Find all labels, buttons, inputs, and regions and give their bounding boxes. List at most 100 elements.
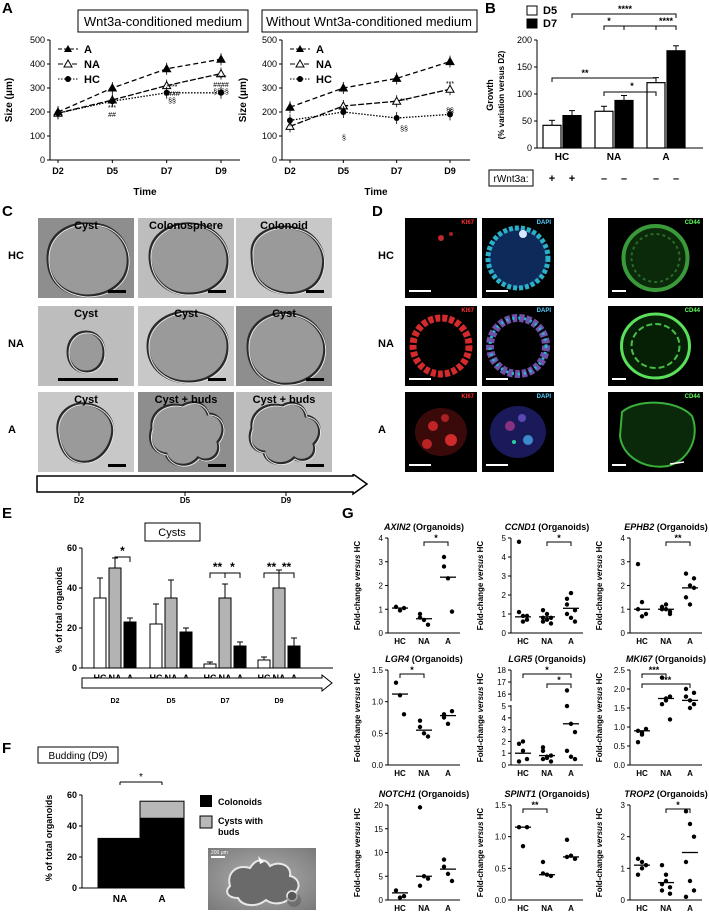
legend-colonoids-swatch [200, 795, 212, 807]
data-point [338, 82, 349, 92]
micrograph-title: Cyst [174, 308, 198, 320]
sig-bracket [623, 25, 677, 30]
category-label: HC [517, 904, 529, 913]
ytick-label: 300 [30, 83, 45, 93]
data-point [659, 888, 665, 893]
data-point [639, 599, 645, 605]
panel-a-right-legend: A NA HC [290, 44, 332, 86]
scale-bar [409, 290, 431, 292]
panel-a-charts: Wnt3a-conditioned medium 0 100 200 300 400 50… [4, 9, 478, 198]
scale-bar [208, 378, 226, 381]
data-point [445, 56, 455, 66]
bar-a-d2 [123, 621, 137, 669]
data-point [639, 866, 645, 871]
data-point [445, 84, 455, 93]
data-point [643, 611, 649, 617]
ytick-label: 5 [502, 534, 507, 543]
category-label: A [568, 769, 574, 778]
ytick-label: 200 [30, 107, 45, 117]
bar-hc-d2 [93, 597, 107, 669]
data-point [216, 54, 226, 63]
ytick-label: 0 [502, 629, 507, 638]
category-label: NA [541, 904, 553, 913]
stain-label-dapi: DAPI [536, 308, 551, 314]
sig-label: * [410, 665, 414, 675]
ytick-label: 0.0 [495, 896, 507, 905]
data-point [520, 619, 526, 624]
panel-label-c: C [2, 203, 13, 220]
ytick-label: 0.0 [614, 761, 626, 770]
category-label: HC [555, 152, 569, 163]
sig-r-d9-top: *** [446, 81, 454, 88]
xtick-label: D2 [52, 166, 64, 176]
data-point [564, 688, 570, 693]
fluorescence-a-ki67 [405, 392, 477, 472]
scatter-lgr5: LGR5 (Organoids) 0 1 2 3 4 5 16 17 18 HC NA A * * Fold-… [476, 654, 586, 778]
sig-r-d5-top: *** [340, 107, 348, 114]
ytick-label: 100 [30, 131, 45, 141]
sig-label: ** [531, 800, 539, 810]
sig-label: *** [649, 665, 660, 675]
category-label: A [158, 894, 165, 905]
scale-bar [108, 464, 126, 467]
ytick-label: 3 [379, 558, 384, 567]
panel-e-title-box [144, 522, 201, 542]
data-point [520, 843, 526, 849]
ytick-label: 4 [621, 534, 626, 543]
ytick-label: 40 [67, 821, 77, 831]
ytick-label: 300 [262, 83, 277, 93]
panel-a-left-chart: Wnt3a-conditioned medium 0 100 200 300 400 50… [4, 9, 249, 198]
gene-title: NOTCH1 (Organoids) [379, 789, 470, 799]
ytick-label: 0 [621, 629, 626, 638]
data-point [687, 705, 693, 711]
series-line-a [57, 58, 222, 113]
bar-na-d2 [108, 567, 122, 669]
data-point [516, 759, 522, 764]
ytick-label: 500 [30, 35, 45, 45]
fluorescence-na-cd44 [608, 306, 703, 386]
data-point [639, 859, 645, 865]
timeline-d2: D2 [74, 496, 85, 504]
scale-bar [306, 378, 324, 381]
fluorescence-a-cd44 [608, 392, 703, 472]
data-point [544, 611, 550, 617]
legend-a-right: A [316, 44, 324, 56]
category-label: A [687, 637, 693, 646]
micrograph-na-1 [38, 306, 134, 386]
micrograph-title: Cyst [74, 394, 98, 406]
data-point [425, 876, 431, 881]
data-point [417, 724, 423, 730]
category-label: A [445, 904, 451, 913]
data-point [691, 834, 697, 839]
sig-bracket [423, 541, 449, 546]
ytick-label: 3 [502, 572, 507, 581]
ytick-label: 40 [67, 583, 77, 593]
scatter-notch1: NOTCH1 (Organoids) 0 5 10 15 20 HC NA A Fold-chan… [353, 789, 469, 913]
panel-a-right-xlabel: Time [364, 187, 388, 198]
category-label: NA [113, 894, 127, 905]
scale-bar [612, 378, 626, 380]
fluorescence-hc-ki67 [405, 218, 477, 298]
data-point [421, 731, 427, 736]
rwnt-box [488, 169, 534, 187]
gene-title: MKI67 (Organoids) [626, 654, 706, 664]
panel-d-row-label: A [378, 424, 386, 436]
ytick-label: 60 [67, 790, 77, 800]
legend-d5-swatch [526, 5, 538, 16]
bar-a-d9 [287, 645, 301, 669]
data-point [516, 539, 522, 544]
panel-f-ylabel: % of total organoids [44, 795, 54, 882]
data-point [683, 571, 689, 576]
data-point [449, 878, 455, 884]
legend-buds-swatch [199, 815, 213, 829]
data-point [564, 837, 570, 843]
micrograph-na-2 [138, 306, 234, 386]
ytick-label: 4 [379, 534, 384, 543]
category-label: NA [541, 769, 553, 778]
sig-r-d9-bot: §§ [446, 108, 454, 115]
sig-bracket [399, 673, 425, 678]
category-label: NA [418, 637, 430, 646]
data-point [393, 115, 400, 121]
data-point [687, 602, 693, 607]
sig-label: * [607, 16, 611, 26]
